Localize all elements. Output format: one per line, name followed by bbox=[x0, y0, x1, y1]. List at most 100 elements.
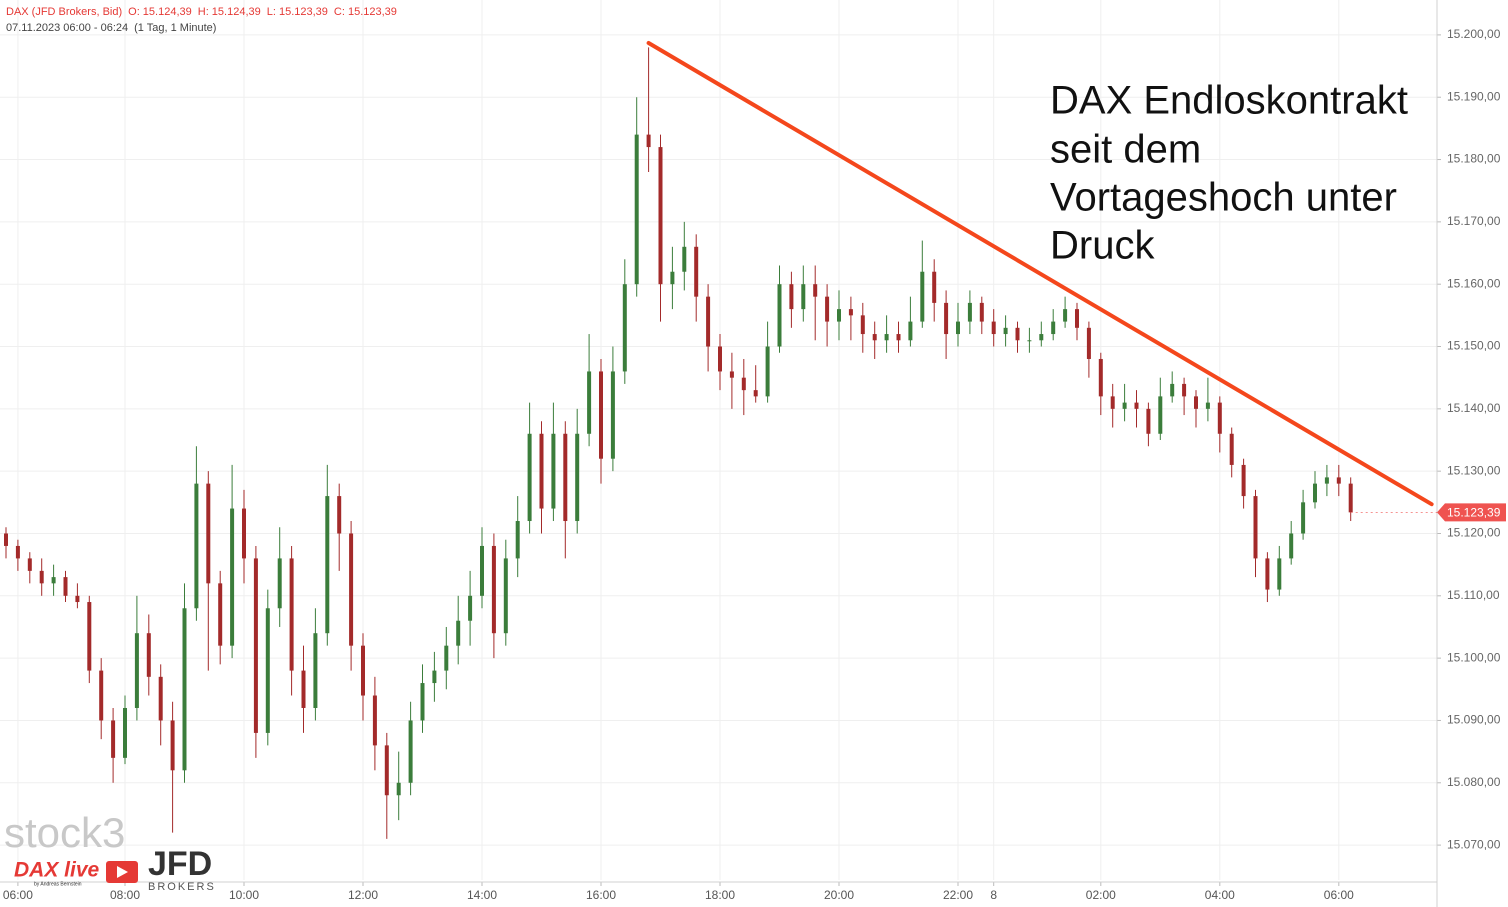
candle-body bbox=[39, 570, 44, 584]
candle-body bbox=[1122, 402, 1127, 409]
last-price-tag bbox=[1437, 503, 1506, 522]
candle-body bbox=[230, 508, 235, 646]
candle-body bbox=[646, 134, 651, 148]
candle-body bbox=[908, 321, 913, 341]
candle-body bbox=[194, 483, 199, 609]
y-tick-label: 15.150,00 bbox=[1447, 339, 1501, 353]
candle-body bbox=[301, 670, 306, 708]
candle-body bbox=[563, 433, 568, 522]
candle-body bbox=[991, 321, 996, 335]
annotation: DAX Endloskontrakt seit dem Vortageshoch… bbox=[1050, 79, 1408, 268]
candle-body bbox=[1265, 558, 1270, 590]
candle-body bbox=[860, 315, 865, 335]
candle-body bbox=[765, 346, 770, 397]
y-tick-label: 15.200,00 bbox=[1447, 27, 1501, 41]
candle-body bbox=[384, 745, 389, 796]
candle-body bbox=[325, 496, 330, 634]
candle-body bbox=[1075, 309, 1079, 328]
y-tick-label: 15.140,00 bbox=[1447, 401, 1501, 415]
candle-body bbox=[1134, 402, 1139, 409]
candle-body bbox=[1158, 396, 1163, 434]
candle-body bbox=[432, 670, 437, 684]
candle-body bbox=[1182, 383, 1187, 397]
candle-body bbox=[396, 782, 401, 796]
candle-body bbox=[1098, 358, 1103, 397]
candles bbox=[4, 47, 1353, 839]
candle-body bbox=[658, 147, 663, 285]
overlay: 15.123,39 bbox=[646, 41, 1506, 522]
candle-body bbox=[789, 284, 794, 310]
annotation-line: Druck bbox=[1050, 224, 1155, 268]
candle-body bbox=[111, 720, 116, 758]
y-tick-label: 15.110,00 bbox=[1447, 588, 1500, 602]
candle-body bbox=[932, 271, 937, 303]
candle-body bbox=[253, 558, 258, 733]
candle-body bbox=[1289, 533, 1294, 559]
header-row: DAX (JFD Brokers, Bid) O: 15.124,39 H: 15.… bbox=[6, 4, 403, 20]
candle-body bbox=[1086, 327, 1091, 359]
y-tick-label: 15.180,00 bbox=[1447, 152, 1501, 166]
play-triangle bbox=[117, 866, 128, 878]
candle-body bbox=[349, 533, 354, 646]
candle-body bbox=[837, 309, 841, 322]
candle-body bbox=[1063, 309, 1068, 322]
candle-body bbox=[801, 284, 806, 310]
candle-body bbox=[1170, 383, 1175, 397]
candle-body bbox=[825, 296, 830, 322]
candle-body bbox=[15, 545, 20, 559]
trendline bbox=[646, 41, 1434, 507]
candle-body bbox=[408, 720, 413, 783]
x-tick-label: 08:00 bbox=[110, 888, 140, 902]
candle-body bbox=[242, 508, 246, 559]
candle-body bbox=[587, 371, 592, 434]
candle-body bbox=[694, 246, 699, 297]
x-tick-label: 04:00 bbox=[1205, 888, 1235, 902]
candle-body bbox=[277, 558, 282, 609]
y-tick-label: 15.120,00 bbox=[1447, 526, 1501, 540]
candle-body bbox=[682, 246, 687, 272]
candle-body bbox=[777, 284, 782, 347]
x-tick-label: 06:00 bbox=[1324, 888, 1354, 902]
candle-body bbox=[1003, 327, 1008, 335]
candle-body bbox=[539, 433, 544, 509]
candle-body bbox=[920, 271, 925, 322]
candle-body bbox=[87, 602, 92, 671]
candle-body bbox=[27, 558, 32, 571]
interval: (1 Tag, 1 Minute) bbox=[134, 22, 217, 34]
candle-body bbox=[753, 390, 758, 397]
annotation-line: DAX Endloskontrakt bbox=[1050, 79, 1408, 123]
candle-body bbox=[706, 296, 711, 347]
candle-body bbox=[1229, 433, 1234, 465]
candle-body bbox=[1027, 340, 1032, 342]
candle-body bbox=[361, 645, 365, 696]
candle-body bbox=[1253, 496, 1258, 559]
candle-body bbox=[313, 633, 318, 708]
y-tick-label: 15.070,00 bbox=[1447, 837, 1501, 851]
annotation-line: seit dem bbox=[1050, 128, 1201, 172]
candle-body bbox=[337, 496, 342, 534]
range: 07.11.2023 06:00 - 06:24 bbox=[6, 22, 129, 34]
last-price-label: 15.123,39 bbox=[1447, 506, 1501, 520]
candle-body bbox=[575, 433, 580, 522]
candle-body bbox=[610, 371, 615, 459]
candle-body bbox=[634, 134, 639, 285]
candle-body bbox=[456, 620, 461, 646]
candle-body bbox=[480, 545, 484, 596]
candle-body bbox=[265, 608, 270, 733]
x-tick-label: 14:00 bbox=[467, 888, 497, 902]
candle-body bbox=[872, 334, 877, 341]
watermark: stock3 bbox=[4, 809, 125, 856]
candle-body bbox=[420, 683, 425, 721]
candle-body bbox=[944, 302, 949, 335]
candle-body bbox=[979, 302, 984, 322]
candle-body bbox=[848, 309, 853, 316]
y-tick-label: 15.160,00 bbox=[1447, 276, 1501, 290]
candle-body bbox=[1324, 477, 1329, 484]
symbol: DAX (JFD Brokers, Bid) bbox=[6, 6, 123, 18]
header: DAX (JFD Brokers, Bid) O: 15.124,39 H: 15.… bbox=[6, 4, 403, 36]
ohlc: H: 15.124,39 bbox=[197, 6, 261, 18]
candle-body bbox=[4, 533, 8, 546]
dax-live-logo: DAX live bbox=[14, 859, 100, 882]
